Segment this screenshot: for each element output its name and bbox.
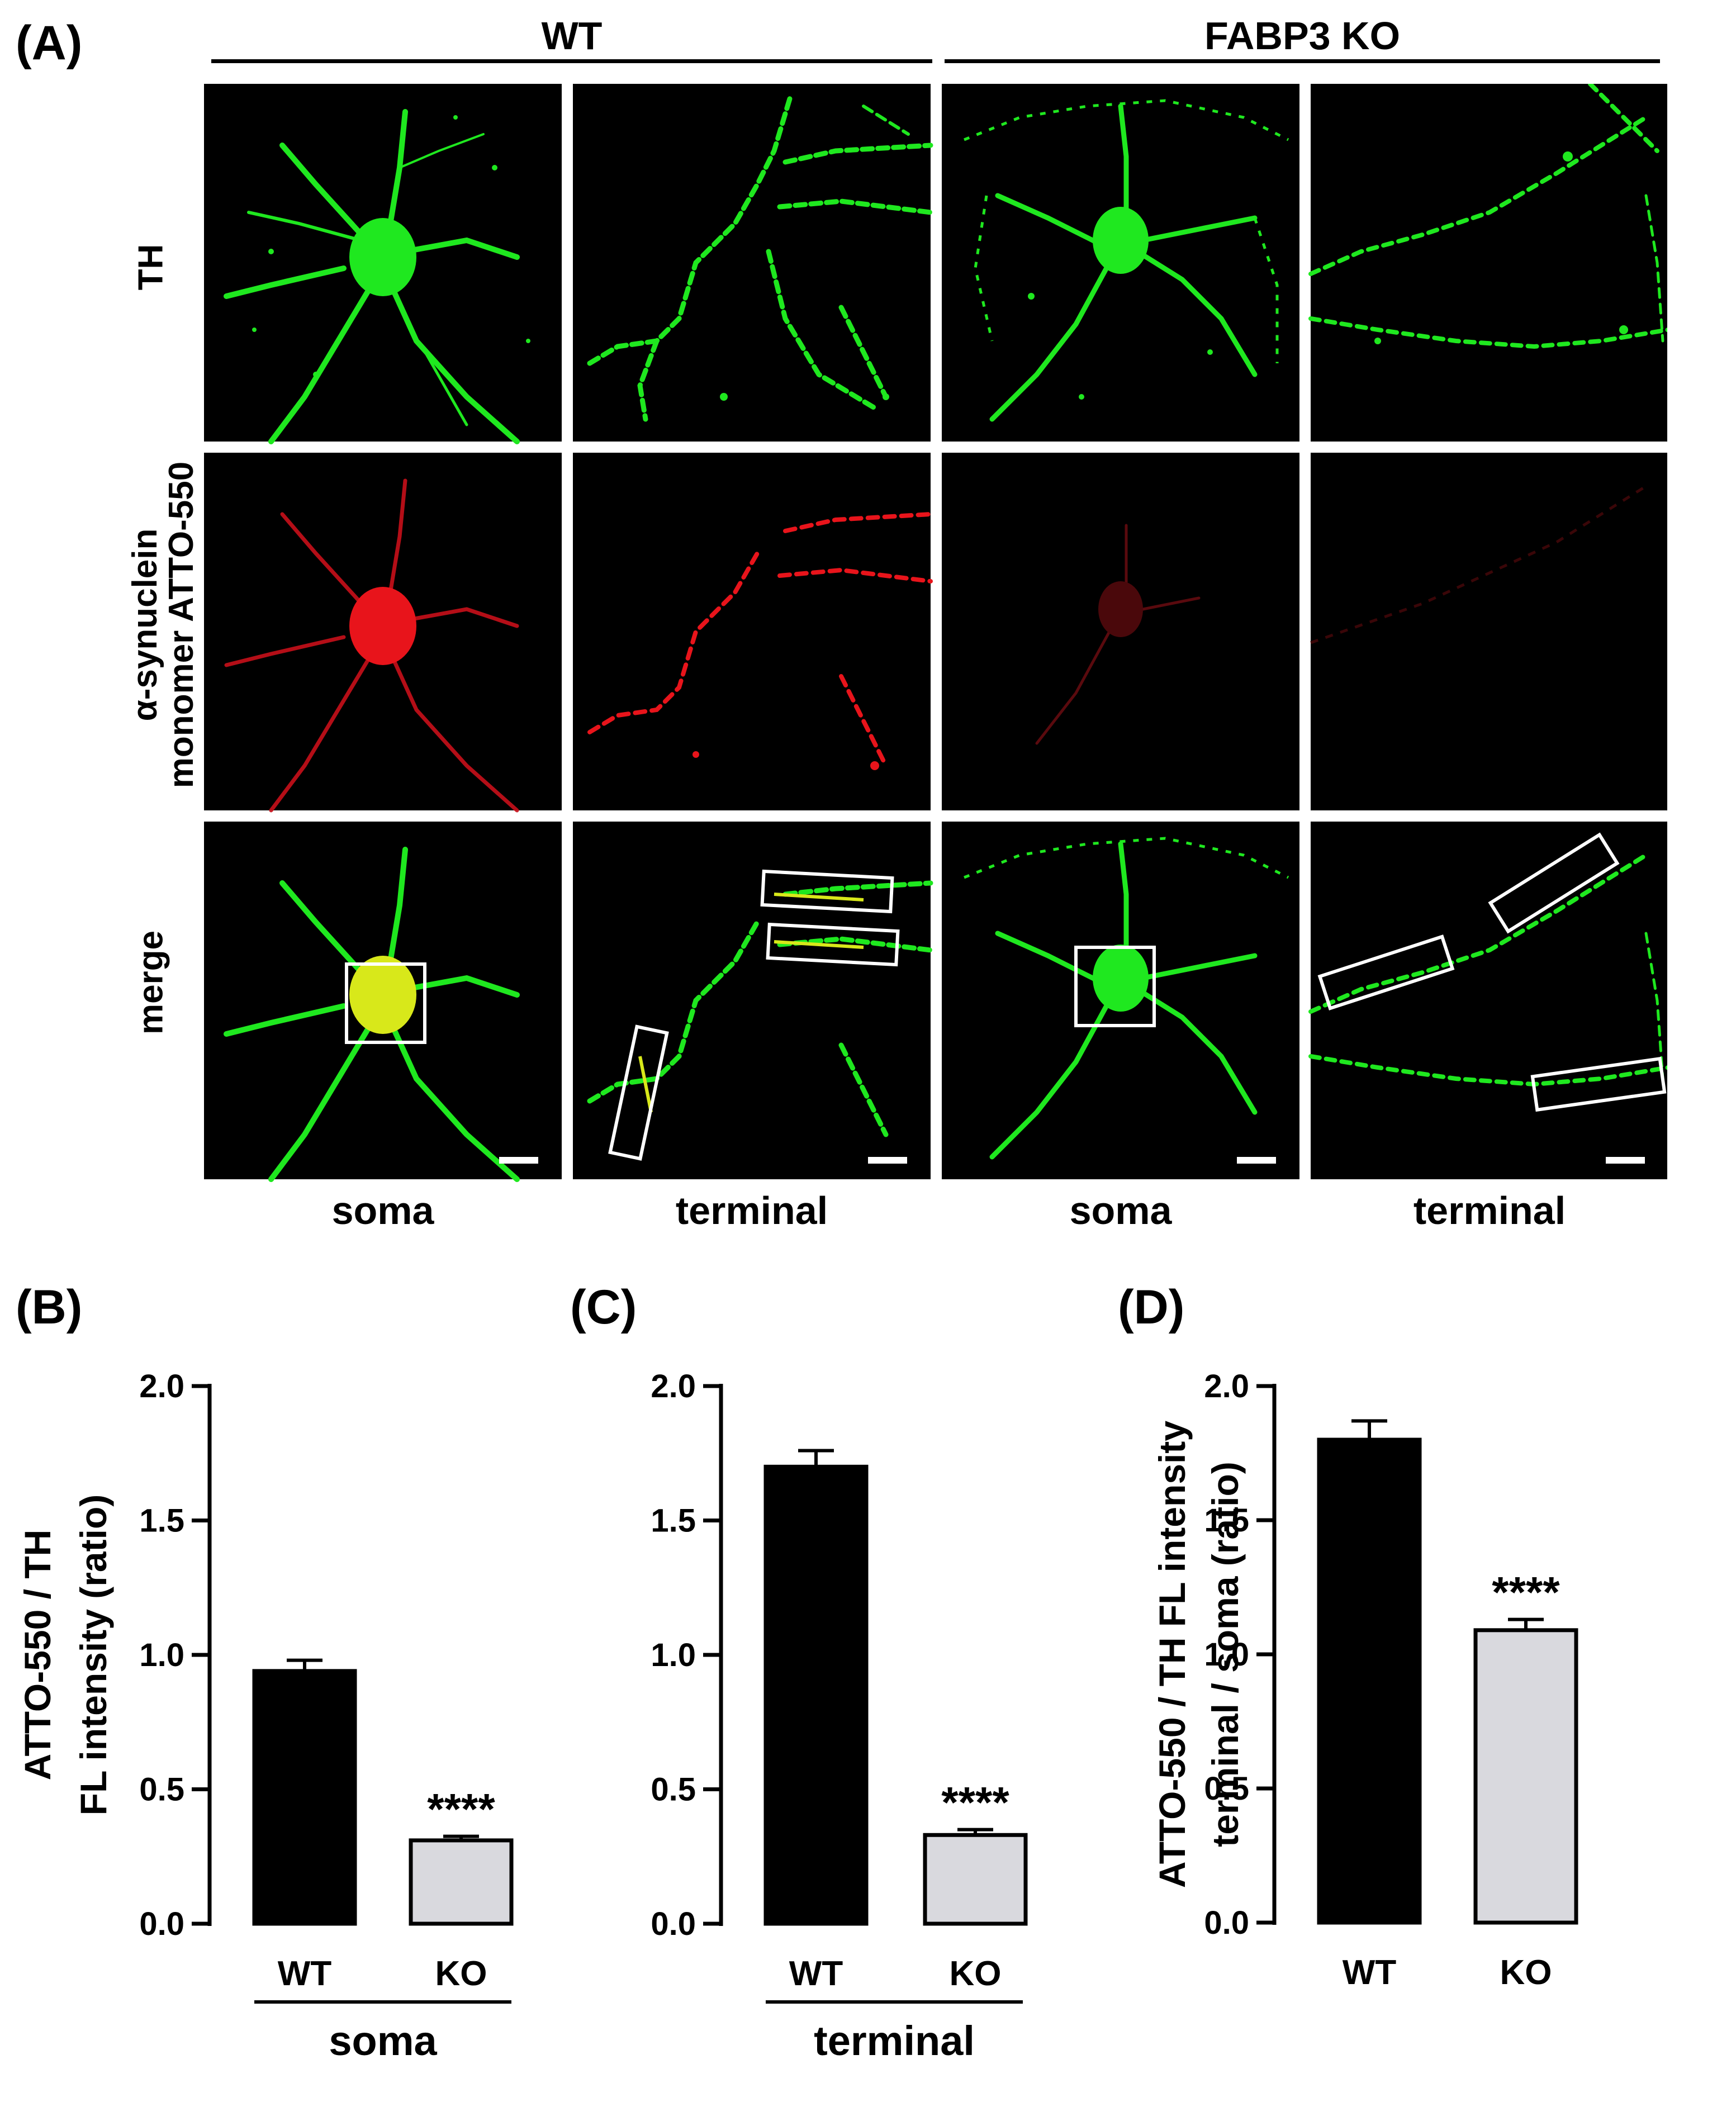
- y-axis-label: terminal / soma (ratio): [1204, 1462, 1246, 1847]
- image-merge-ko-terminal: [1308, 822, 1667, 1179]
- chart-c: 0.0 0.5 1.0 1.5 2.0 WT KO **** terminal: [651, 1368, 1028, 2064]
- micrograph-grid: [204, 84, 1667, 1184]
- col-label-1: soma: [331, 1189, 434, 1232]
- y-axis-label: FL intensity (ratio): [73, 1494, 114, 1815]
- panel-b-letter: (B): [16, 1280, 83, 1334]
- row-label-asyn-line2: monomer ATTO-550: [162, 461, 201, 789]
- image-merge-wt-soma: [204, 822, 562, 1182]
- image-atto-ko-terminal: [1310, 453, 1667, 810]
- y-tick-label: 0.0: [139, 1906, 184, 1942]
- panel-d-letter: (D): [1118, 1280, 1185, 1334]
- y-axis-label: ATTO-550 / TH FL intensity: [1151, 1421, 1193, 1888]
- bar-wt: [1317, 1437, 1422, 1925]
- y-tick-label: 1.0: [651, 1637, 696, 1673]
- image-th-ko-soma: [942, 84, 1299, 442]
- row-label-asyn: α-synuclein monomer ATTO-550: [125, 461, 201, 789]
- group-label: terminal: [814, 2018, 975, 2064]
- y-axis-label: ATTO-550 / TH: [17, 1530, 58, 1781]
- roi-box: [345, 962, 426, 1044]
- y-tick-label: 2.0: [651, 1368, 696, 1405]
- group-label-wt: WT: [541, 14, 603, 58]
- y-tick-label: 1.5: [139, 1503, 184, 1539]
- significance-label: ****: [427, 1785, 495, 1834]
- y-tick-label: 1.5: [651, 1503, 696, 1539]
- bar-wt: [763, 1464, 869, 1926]
- x-tick-label: WT: [278, 1954, 332, 1993]
- group-label: soma: [329, 2018, 437, 2064]
- group-label-fabp3-ko: FABP3 KO: [1204, 14, 1401, 58]
- image-merge-wt-terminal: [573, 822, 933, 1179]
- scale-bar: [868, 1157, 907, 1164]
- group-underline-ko: [945, 59, 1660, 63]
- y-tick-label: 0.5: [651, 1772, 696, 1808]
- chart-d: 0.0 0.5 1.0 1.5 2.0 WT KO **** ATTO-550 / TH FL …: [1151, 1368, 1578, 1992]
- x-tick-label: WT: [789, 1954, 843, 1993]
- scale-bar: [1237, 1157, 1276, 1164]
- image-atto-ko-soma: [942, 453, 1299, 810]
- scale-bar: [1606, 1157, 1645, 1164]
- panel-a-letter: (A): [16, 16, 83, 70]
- y-tick-label: 2.0: [139, 1368, 184, 1405]
- y-tick-label: 0.0: [1204, 1905, 1249, 1941]
- y-tick-label: 0.5: [1204, 1771, 1249, 1807]
- y-tick-label: 1.5: [1204, 1502, 1249, 1539]
- image-merge-ko-soma: [942, 822, 1299, 1179]
- roi-boxes: [608, 869, 900, 1161]
- image-th-ko-terminal: [1308, 84, 1667, 442]
- significance-label: ****: [1492, 1568, 1560, 1617]
- x-tick-label: KO: [435, 1954, 487, 1993]
- bar-charts: 0.0 0.5 1.0 1.5 2.0 WT KO **** soma ATTO-550 / TH…: [17, 1368, 1578, 2064]
- bar-ko: [923, 1833, 1028, 1926]
- image-atto-wt-terminal: [573, 453, 933, 810]
- y-tick-label: 0.5: [139, 1772, 184, 1808]
- bar-wt: [252, 1669, 357, 1926]
- y-tick-label: 1.0: [1204, 1636, 1249, 1673]
- row-label-th: TH: [131, 244, 170, 291]
- x-tick-label: KO: [1500, 1953, 1552, 1992]
- scale-bar: [499, 1157, 538, 1164]
- col-label-2: terminal: [675, 1189, 828, 1232]
- col-label-4: terminal: [1413, 1189, 1566, 1232]
- roi-boxes: [1317, 832, 1667, 1112]
- group-underline-wt: [211, 59, 932, 63]
- col-label-3: soma: [1069, 1189, 1172, 1232]
- image-th-wt-soma: [204, 84, 562, 444]
- bar-ko: [1473, 1628, 1578, 1925]
- row-label-asyn-line1: α-synuclein: [125, 528, 164, 722]
- chart-b: 0.0 0.5 1.0 1.5 2.0 WT KO **** soma ATTO-550 / TH…: [17, 1368, 514, 2064]
- x-tick-label: WT: [1343, 1953, 1397, 1992]
- image-atto-wt-soma: [204, 453, 562, 813]
- panel-c-letter: (C): [570, 1280, 637, 1334]
- significance-label: ****: [941, 1778, 1009, 1827]
- x-tick-label: KO: [950, 1954, 1002, 1993]
- bar-ko: [409, 1838, 514, 1926]
- y-tick-label: 2.0: [1204, 1368, 1249, 1405]
- y-tick-label: 1.0: [139, 1637, 184, 1673]
- roi-box: [1074, 946, 1156, 1027]
- y-tick-label: 0.0: [651, 1906, 696, 1942]
- image-th-wt-terminal: [573, 84, 933, 442]
- row-label-merge: merge: [131, 930, 170, 1035]
